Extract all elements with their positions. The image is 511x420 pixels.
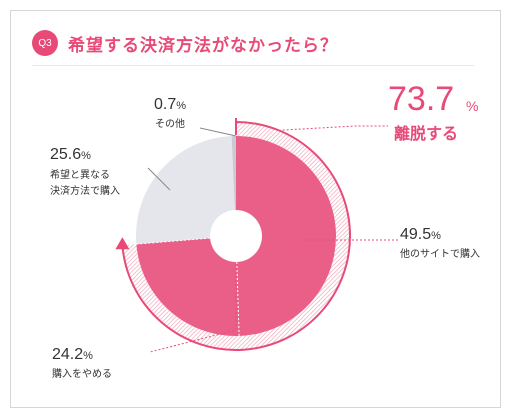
slice-text: 購入をやめる <box>52 369 112 380</box>
slice-divider <box>136 237 211 245</box>
slice-unit: % <box>83 350 93 362</box>
churn-total-value: 73.7 <box>388 80 455 118</box>
slice-dividers <box>136 237 240 336</box>
slice-value: 0.7 <box>154 96 177 113</box>
slice-label-stop-buying: 24.2% 購入をやめる <box>52 346 112 382</box>
question-header: Q3 希望する決済方法がなかったら？ <box>32 28 338 58</box>
slice-value: 24.2 <box>52 346 84 363</box>
arrow-head <box>115 237 130 250</box>
slice-text-line2: 決済方法で購入 <box>50 186 120 197</box>
churn-arrow <box>115 118 237 250</box>
leader-other <box>199 127 237 137</box>
slice-label-other-payment: 25.6% 希望と異なる 決済方法で購入 <box>50 146 120 200</box>
pie-slices <box>136 136 336 336</box>
leader-stop-buying <box>149 260 237 353</box>
question-title: 希望する決済方法がなかったら？ <box>68 35 338 56</box>
slice-other-payment <box>136 136 236 245</box>
leader-churn-total <box>278 125 388 131</box>
churn-band-outline <box>121 121 351 351</box>
slice-label-other: 0.7% その他 <box>154 96 186 132</box>
donut-hole <box>210 210 262 262</box>
slice-unit: % <box>81 150 91 162</box>
question-badge: Q3 <box>32 30 58 56</box>
slice-text-line1: 希望と異なる <box>50 170 110 181</box>
slice-stop-buying <box>136 236 240 336</box>
leader-lines <box>147 125 398 353</box>
churn-highlight-band <box>121 121 351 351</box>
slice-divider <box>236 261 240 336</box>
title-divider <box>32 65 474 66</box>
slice-value: 25.6 <box>50 146 82 163</box>
slice-value: 49.5 <box>400 226 432 243</box>
churn-total-unit: % <box>466 98 479 114</box>
churn-total-label: 離脱する <box>394 124 459 143</box>
leader-other-payment <box>147 167 171 191</box>
slice-unit: % <box>176 100 187 112</box>
slice-text: その他 <box>155 119 186 130</box>
slice-label-other-site: 49.5% 他のサイトで購入 <box>400 226 480 262</box>
slice-unit: % <box>431 230 441 242</box>
slice-other-site <box>236 136 336 336</box>
slice-text: 他のサイトで購入 <box>400 249 480 260</box>
